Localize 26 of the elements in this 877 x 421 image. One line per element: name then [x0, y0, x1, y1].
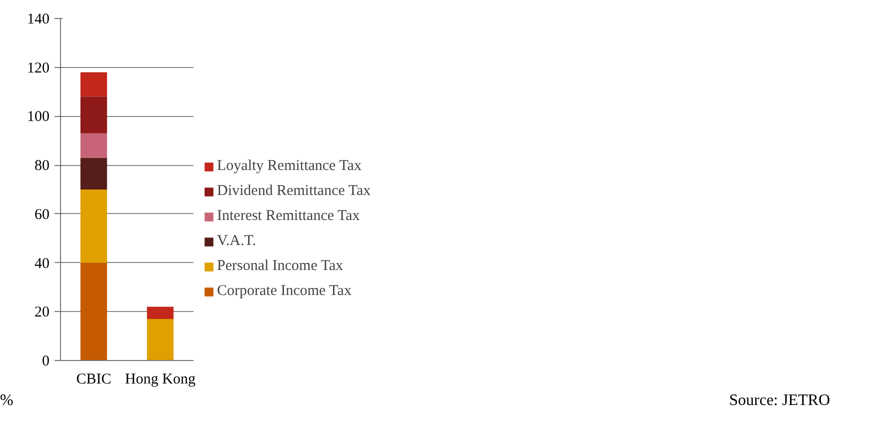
- bar: [146, 306, 174, 319]
- bar: [80, 72, 108, 97]
- y-tick-label: 0: [42, 354, 50, 370]
- y-tick-label: 140: [27, 12, 50, 28]
- legend-label: Personal Income Tax: [217, 258, 344, 275]
- y-tick-label: 80: [34, 158, 50, 174]
- legend-label: Corporate Income Tax: [217, 283, 352, 300]
- legend-label: Dividend Remittance Tax: [217, 183, 371, 200]
- x-tick-label: Hong Kong: [125, 372, 196, 388]
- y-tick-label: 20: [34, 304, 50, 321]
- bar: [80, 190, 108, 263]
- bar: [146, 318, 174, 360]
- y-axis-title: %: [0, 391, 14, 411]
- y-tick-label: 100: [27, 109, 50, 126]
- legend-label: V.A.T.: [217, 233, 256, 250]
- legend-label: Interest Remittance Tax: [217, 208, 360, 225]
- source-note: Source: JETRO: [729, 391, 830, 411]
- y-tick-label: 60: [34, 206, 50, 223]
- bar: [80, 133, 108, 158]
- bar: [80, 158, 108, 190]
- bar: [80, 96, 108, 134]
- x-tick-label: CBIC: [76, 372, 112, 388]
- y-tick-label: 120: [27, 60, 50, 76]
- bar: [80, 262, 108, 360]
- legend-label: Loyalty Remittance Tax: [217, 158, 362, 175]
- y-tick-label: 40: [34, 256, 50, 272]
